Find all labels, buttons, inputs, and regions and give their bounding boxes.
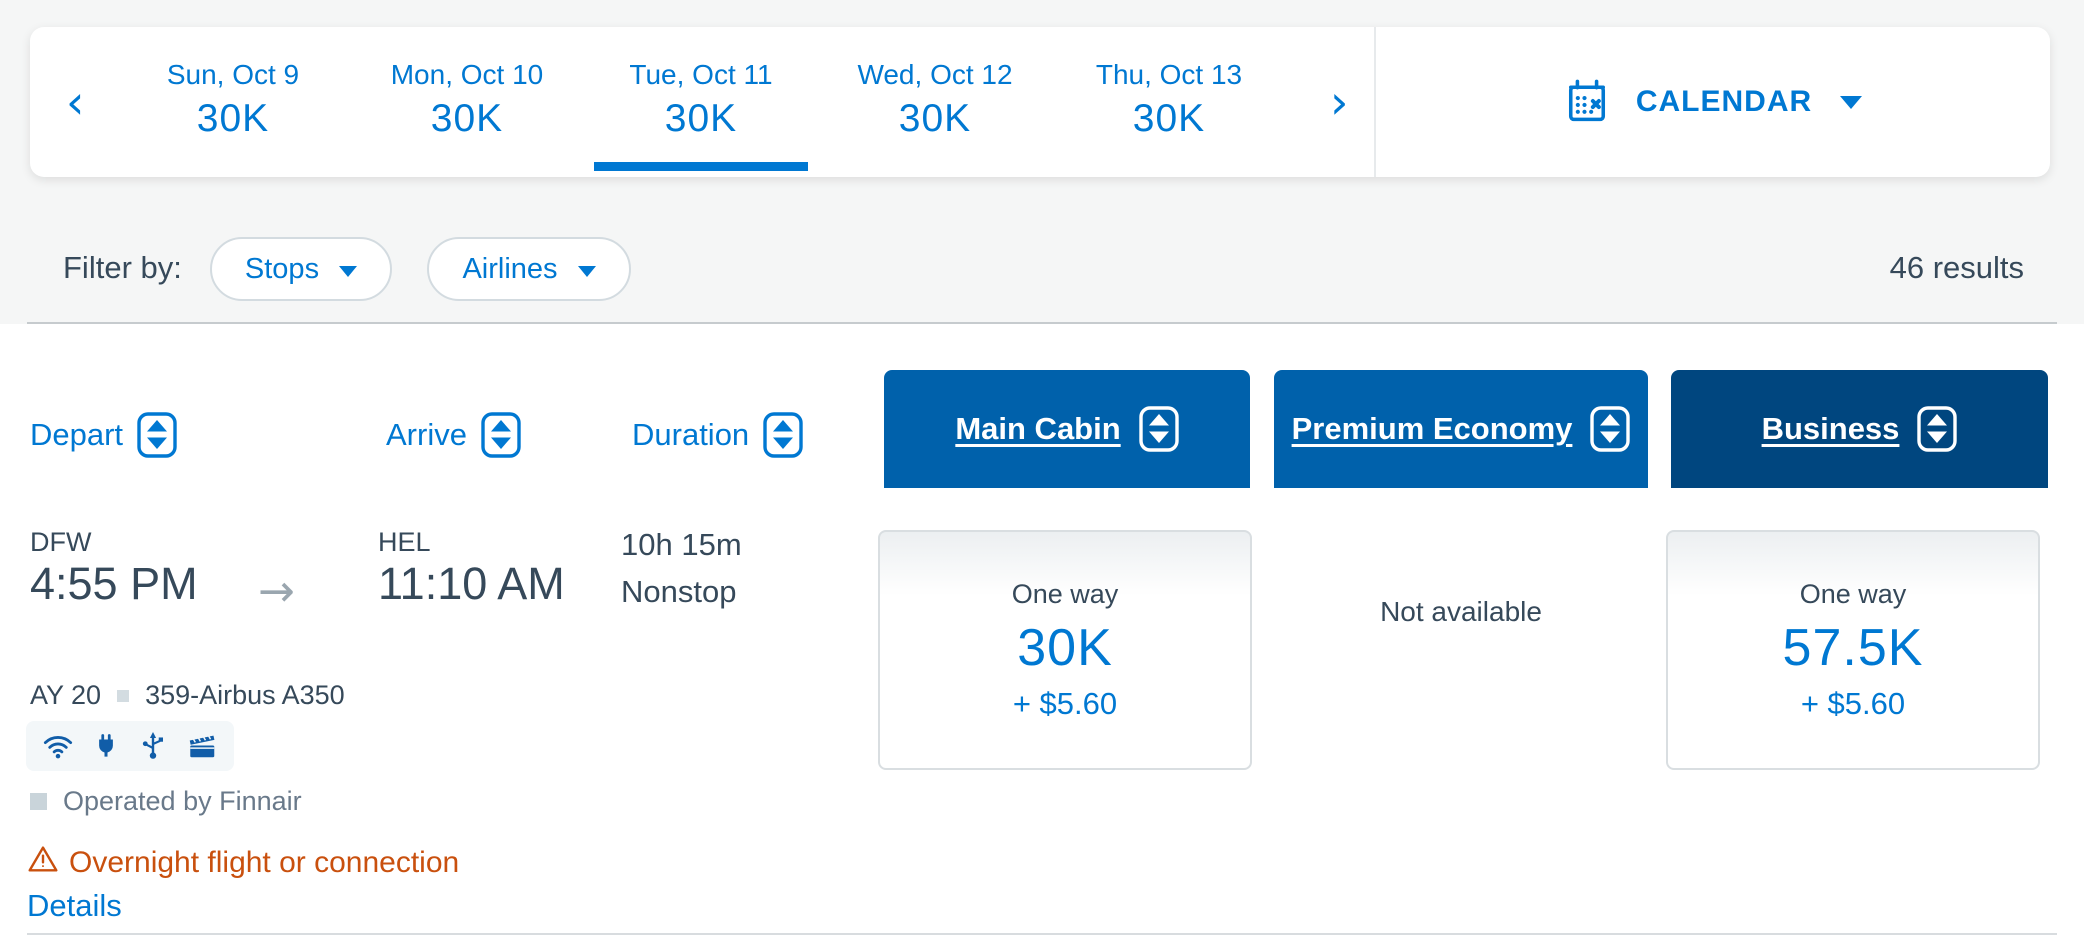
square-bullet-icon — [117, 689, 130, 702]
main-cabin-label: Main Cabin — [955, 411, 1121, 446]
overnight-warning: Overnight flight or connection — [27, 843, 459, 883]
sort-depart-button[interactable] — [137, 412, 177, 458]
sort-icon — [481, 412, 521, 458]
sort-icon — [1590, 406, 1631, 452]
operated-by-line: Operated by Finnair — [30, 786, 302, 817]
flight-number: AY 20 — [30, 680, 102, 710]
date-tab-label: Thu, Oct 13 — [1095, 59, 1243, 90]
flight-info-line: AY 20 359-Airbus A350 — [30, 680, 345, 711]
operated-by-text: Operated by Finnair — [63, 786, 302, 816]
date-tab-mon-oct-10[interactable]: Mon, Oct 10 30K — [350, 27, 584, 177]
taxes-fees: + $5.60 — [1800, 685, 1906, 721]
date-tab-thu-oct-13[interactable]: Thu, Oct 13 30K — [1052, 27, 1286, 177]
arrive-column-header: Arrive — [386, 412, 521, 458]
chevron-left-icon: ‹ — [66, 75, 85, 129]
amenities-bar — [26, 721, 234, 771]
date-tab-label: Mon, Oct 10 — [390, 59, 544, 90]
arrow-right-icon: → — [258, 566, 295, 617]
next-dates-button[interactable]: › — [1330, 79, 1348, 125]
date-tabs: Sun, Oct 9 30K Mon, Oct 10 30K Tue, Oct … — [116, 27, 1286, 177]
trip-type: One way — [1799, 578, 1907, 609]
filter-by-label: Filter by: — [63, 250, 182, 285]
sort-icon — [1138, 406, 1179, 452]
row-divider — [27, 933, 2057, 935]
business-column-header[interactable]: Business — [1671, 370, 2048, 488]
stops-filter-label: Stops — [244, 252, 320, 285]
warning-triangle-icon — [27, 843, 59, 883]
calendar-icon — [1562, 76, 1612, 129]
depart-column-header: Depart — [30, 412, 177, 458]
caret-down-icon — [339, 265, 358, 277]
flight-stops: Nonstop — [621, 574, 737, 609]
business-label: Business — [1761, 411, 1900, 446]
premium-economy-label: Premium Economy — [1291, 411, 1573, 446]
date-tab-label: Sun, Oct 9 — [166, 59, 300, 90]
wifi-icon — [42, 730, 74, 762]
arrive-column-label: Arrive — [386, 417, 467, 452]
origin-airport-code: DFW — [30, 527, 92, 557]
sort-icon — [763, 412, 803, 458]
chevron-right-icon: › — [1330, 75, 1349, 129]
sort-arrive-button[interactable] — [481, 412, 521, 458]
card-vertical-divider — [1374, 27, 1376, 177]
airlines-filter-label: Airlines — [462, 252, 558, 285]
caret-down-icon — [577, 265, 596, 277]
arrival-time: 11:10 AM — [378, 558, 565, 609]
overnight-warning-text: Overnight flight or connection — [69, 846, 460, 879]
date-tab-tue-oct-11-selected[interactable]: Tue, Oct 11 30K — [584, 27, 818, 177]
power-icon — [91, 731, 121, 761]
entertainment-icon — [186, 730, 218, 762]
airlines-filter-dropdown[interactable]: Airlines — [427, 237, 631, 301]
award-miles: 57.5K — [1782, 618, 1924, 677]
date-tab-price: 30K — [898, 97, 972, 140]
square-bullet-icon — [30, 793, 47, 810]
main-cabin-column-header[interactable]: Main Cabin — [884, 370, 1250, 488]
date-tab-wed-oct-12[interactable]: Wed, Oct 12 30K — [818, 27, 1052, 177]
duration-column-header: Duration — [632, 412, 803, 458]
taxes-fees: + $5.60 — [1012, 685, 1118, 721]
sort-icon — [1917, 406, 1958, 452]
destination-airport-code: HEL — [378, 527, 431, 557]
duration-column-label: Duration — [632, 417, 750, 452]
date-tab-label: Wed, Oct 12 — [857, 59, 1013, 90]
date-tab-price: 30K — [196, 97, 270, 140]
date-tab-price: 30K — [430, 97, 504, 140]
sort-duration-button[interactable] — [763, 412, 803, 458]
trip-type: One way — [1011, 578, 1119, 609]
premium-economy-column-header[interactable]: Premium Economy — [1274, 370, 1648, 488]
main-cabin-fare-card[interactable]: One way 30K + $5.60 — [878, 530, 1252, 770]
premium-economy-not-available: Not available — [1380, 596, 1542, 627]
date-tab-price: 30K — [1132, 97, 1206, 140]
business-fare-card[interactable]: One way 57.5K + $5.60 — [1666, 530, 2040, 770]
calendar-button-label: CALENDAR — [1635, 85, 1813, 118]
departure-time: 4:55 PM — [30, 558, 198, 609]
award-miles: 30K — [1017, 618, 1113, 677]
date-tab-sun-oct-9[interactable]: Sun, Oct 9 30K — [116, 27, 350, 177]
calendar-button[interactable]: CALENDAR — [1376, 27, 2048, 177]
stops-filter-dropdown[interactable]: Stops — [210, 237, 392, 301]
details-link[interactable]: Details — [27, 888, 122, 923]
caret-down-icon — [1840, 95, 1863, 109]
sort-icon — [137, 412, 177, 458]
usb-icon — [137, 730, 169, 762]
results-count: 46 results — [1889, 250, 2024, 285]
date-navigation-card: ‹ Sun, Oct 9 30K Mon, Oct 10 30K Tue, Oc… — [30, 27, 2050, 177]
date-tab-label: Tue, Oct 11 — [629, 59, 773, 90]
aircraft-type: 359-Airbus A350 — [145, 680, 345, 710]
flight-duration: 10h 15m — [621, 527, 742, 562]
date-tab-price: 30K — [664, 97, 738, 140]
depart-column-label: Depart — [30, 417, 124, 452]
previous-dates-button[interactable]: ‹ — [66, 79, 84, 125]
filter-section-divider — [27, 322, 2057, 324]
